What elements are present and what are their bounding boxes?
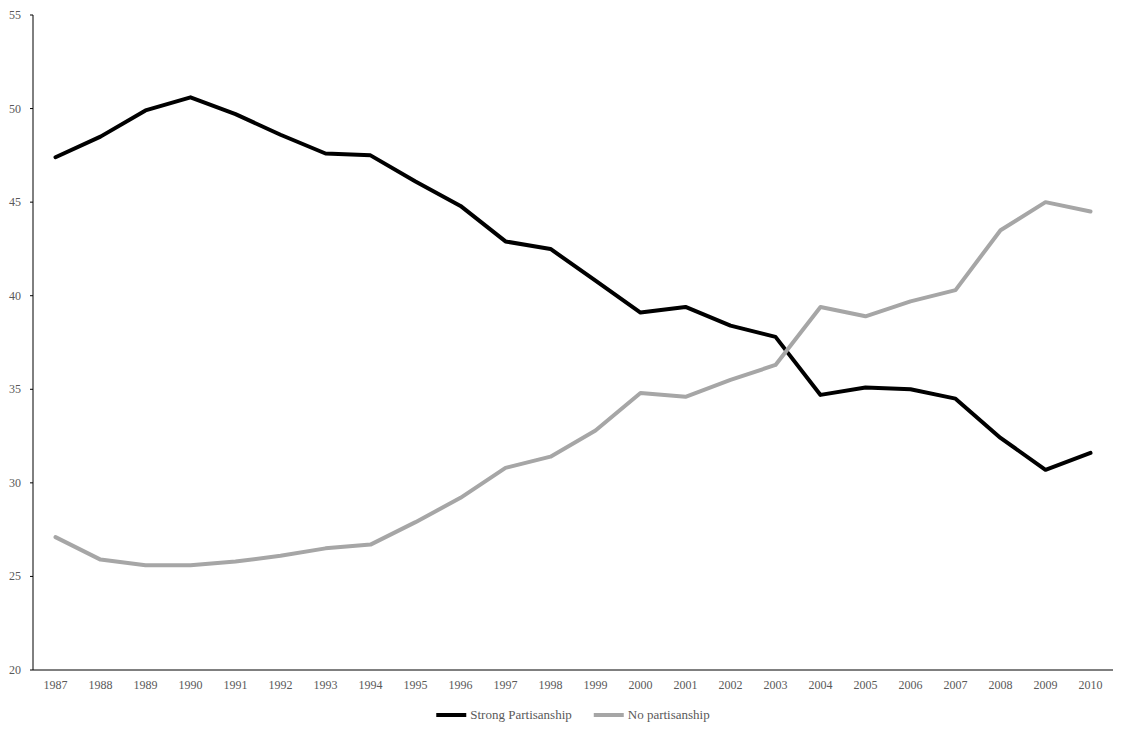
x-tick-label: 2002 — [719, 678, 743, 692]
y-tick-label: 40 — [9, 289, 21, 303]
legend-swatch — [594, 713, 624, 717]
x-tick-label: 1999 — [584, 678, 608, 692]
x-tick-label: 1987 — [44, 678, 68, 692]
x-tick-label: 1989 — [134, 678, 158, 692]
plot-area — [56, 97, 1091, 565]
y-tick-label: 45 — [9, 195, 21, 209]
y-tick — [30, 482, 33, 483]
x-tick-label: 2000 — [629, 678, 653, 692]
x-tick-label: 1998 — [539, 678, 563, 692]
y-tick-label: 50 — [9, 102, 21, 116]
y-tick-label: 35 — [9, 382, 21, 396]
legend-label: No partisanship — [628, 707, 710, 722]
x-tick-label: 1993 — [314, 678, 338, 692]
x-tick-label: 1995 — [404, 678, 428, 692]
y-tick-label: 20 — [9, 663, 21, 677]
y-tick — [30, 108, 33, 109]
y-tick-label: 25 — [9, 569, 21, 583]
series-line — [56, 202, 1091, 565]
y-tick-label: 55 — [9, 8, 21, 22]
y-tick — [30, 15, 33, 16]
x-tick-label: 1990 — [179, 678, 203, 692]
legend-label: Strong Partisanship — [470, 707, 571, 722]
x-tick-label: 1994 — [359, 678, 383, 692]
x-tick-label: 2010 — [1079, 678, 1103, 692]
y-axis — [33, 15, 34, 670]
y-tick — [30, 576, 33, 577]
x-tick-label: 2005 — [854, 678, 878, 692]
y-tick — [30, 202, 33, 203]
x-tick-label: 2004 — [809, 678, 833, 692]
chart: 20 25 30 35 40 45 50 55 1987 1988 1989 1990 1991 1992… — [0, 0, 1136, 743]
y-tick-label: 30 — [9, 476, 21, 490]
series-line — [56, 97, 1091, 469]
x-tick-label: 1992 — [269, 678, 293, 692]
x-tick-label: 2007 — [944, 678, 968, 692]
x-tick-label: 2009 — [1034, 678, 1058, 692]
x-tick-label: 1988 — [89, 678, 113, 692]
x-tick-label: 1996 — [449, 678, 473, 692]
x-axis — [33, 670, 1113, 671]
x-tick-label: 2003 — [764, 678, 788, 692]
x-tick-label: 2006 — [899, 678, 923, 692]
legend-swatch — [436, 713, 466, 717]
x-tick-label: 2001 — [674, 678, 698, 692]
y-tick — [30, 670, 33, 671]
x-tick-label: 1997 — [494, 678, 518, 692]
y-tick — [30, 295, 33, 296]
y-tick — [30, 389, 33, 390]
x-tick-label: 1991 — [224, 678, 248, 692]
x-tick-label: 2008 — [989, 678, 1013, 692]
legend: Strong Partisanship No partisanship — [436, 707, 709, 722]
